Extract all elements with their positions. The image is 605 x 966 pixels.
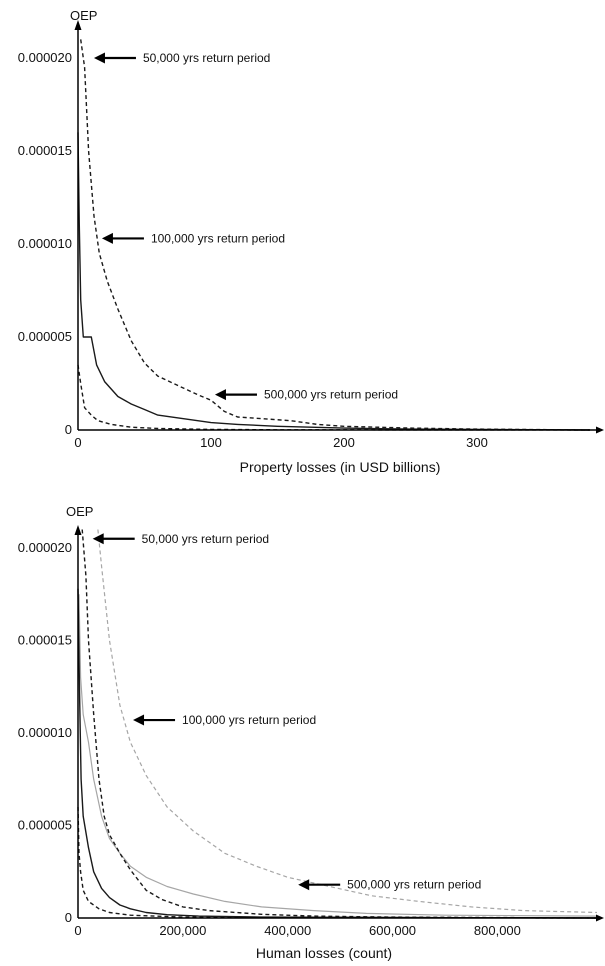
chart-1-y-axis-arrowhead (74, 20, 82, 30)
chart-1-x-axis-arrowhead (596, 426, 604, 434)
annotation-label: 50,000 yrs return period (143, 51, 270, 65)
arrow-left-icon (92, 533, 104, 545)
annotation-1: 50,000 yrs return period (92, 532, 269, 546)
annotation-1: 50,000 yrs return period (93, 51, 270, 65)
x-tick-label: 800,000 (474, 923, 521, 938)
y-tick-label: 0.000005 (18, 818, 72, 833)
series-line-1 (80, 39, 591, 431)
series-line-4 (77, 588, 598, 919)
y-tick-label: 0.000005 (18, 329, 72, 344)
chart-1-y-axis-label: OEP (70, 8, 97, 23)
series-line-3 (81, 529, 598, 919)
chart-2-x-axis-title: Human losses (count) (256, 945, 392, 961)
chart-human-losses: OEP 0 0.000005 0.000010 0.000015 0.000020 0 2… (18, 504, 604, 961)
x-tick-label: 600,000 (369, 923, 416, 938)
annotation-label: 500,000 yrs return period (347, 878, 481, 892)
annotation-2: 100,000 yrs return period (133, 713, 316, 727)
annotation-label: 100,000 yrs return period (151, 231, 285, 245)
x-tick-label: 0 (74, 923, 81, 938)
arrow-left-icon (298, 879, 310, 891)
y-tick-label: 0 (65, 422, 72, 437)
y-tick-label: 0.000015 (18, 143, 72, 158)
y-tick-label: 0.000010 (18, 725, 72, 740)
annotation-label: 500,000 yrs return period (264, 388, 398, 402)
chart-1-x-axis-title: Property losses (in USD billions) (240, 459, 441, 475)
chart-2-x-ticks: 0 200,000 400,000 600,000 800,000 (74, 923, 521, 938)
series-line-2 (77, 132, 591, 431)
chart-2-x-axis-arrowhead (596, 914, 604, 922)
chart-2-series (77, 529, 598, 919)
arrow-left-icon (133, 714, 145, 726)
y-tick-label: 0.000015 (18, 633, 72, 648)
chart-2-annotations: 50,000 yrs return period 100,000 yrs retu… (92, 532, 481, 892)
chart-2-y-axis-arrowhead (74, 525, 82, 535)
chart-2-y-axis-label: OEP (66, 504, 93, 519)
series-line-5 (77, 806, 598, 919)
annotation-3: 500,000 yrs return period (214, 388, 398, 402)
arrow-left-icon (101, 232, 113, 244)
annotation-label: 50,000 yrs return period (142, 532, 269, 546)
annotation-3: 500,000 yrs return period (298, 878, 481, 892)
series-line-1 (97, 529, 598, 914)
y-tick-label: 0.000020 (18, 50, 72, 65)
y-tick-label: 0.000020 (18, 540, 72, 555)
x-tick-label: 200,000 (159, 923, 206, 938)
annotation-2: 100,000 yrs return period (101, 231, 285, 245)
arrow-left-icon (214, 389, 226, 401)
series-line-2 (78, 594, 598, 917)
y-tick-label: 0 (65, 910, 72, 925)
chart-1-y-ticks: 0 0.000005 0.000010 0.000015 0.000020 (18, 50, 72, 437)
chart-1-annotations: 50,000 yrs return period 100,000 yrs retu… (93, 51, 398, 402)
chart-2-y-ticks: 0 0.000005 0.000010 0.000015 0.000020 (18, 540, 72, 925)
annotation-label: 100,000 yrs return period (182, 713, 316, 727)
x-tick-label: 300 (466, 435, 488, 450)
x-tick-label: 0 (74, 435, 81, 450)
y-tick-label: 0.000010 (18, 236, 72, 251)
chart-property-losses: OEP 0 0.000005 0.000010 0.000015 0.000020 0 1… (18, 8, 604, 475)
x-tick-label: 100 (200, 435, 222, 450)
x-tick-label: 400,000 (264, 923, 311, 938)
arrow-left-icon (93, 52, 105, 64)
x-tick-label: 200 (333, 435, 355, 450)
chart-1-x-ticks: 0 100 200 300 (74, 435, 487, 450)
